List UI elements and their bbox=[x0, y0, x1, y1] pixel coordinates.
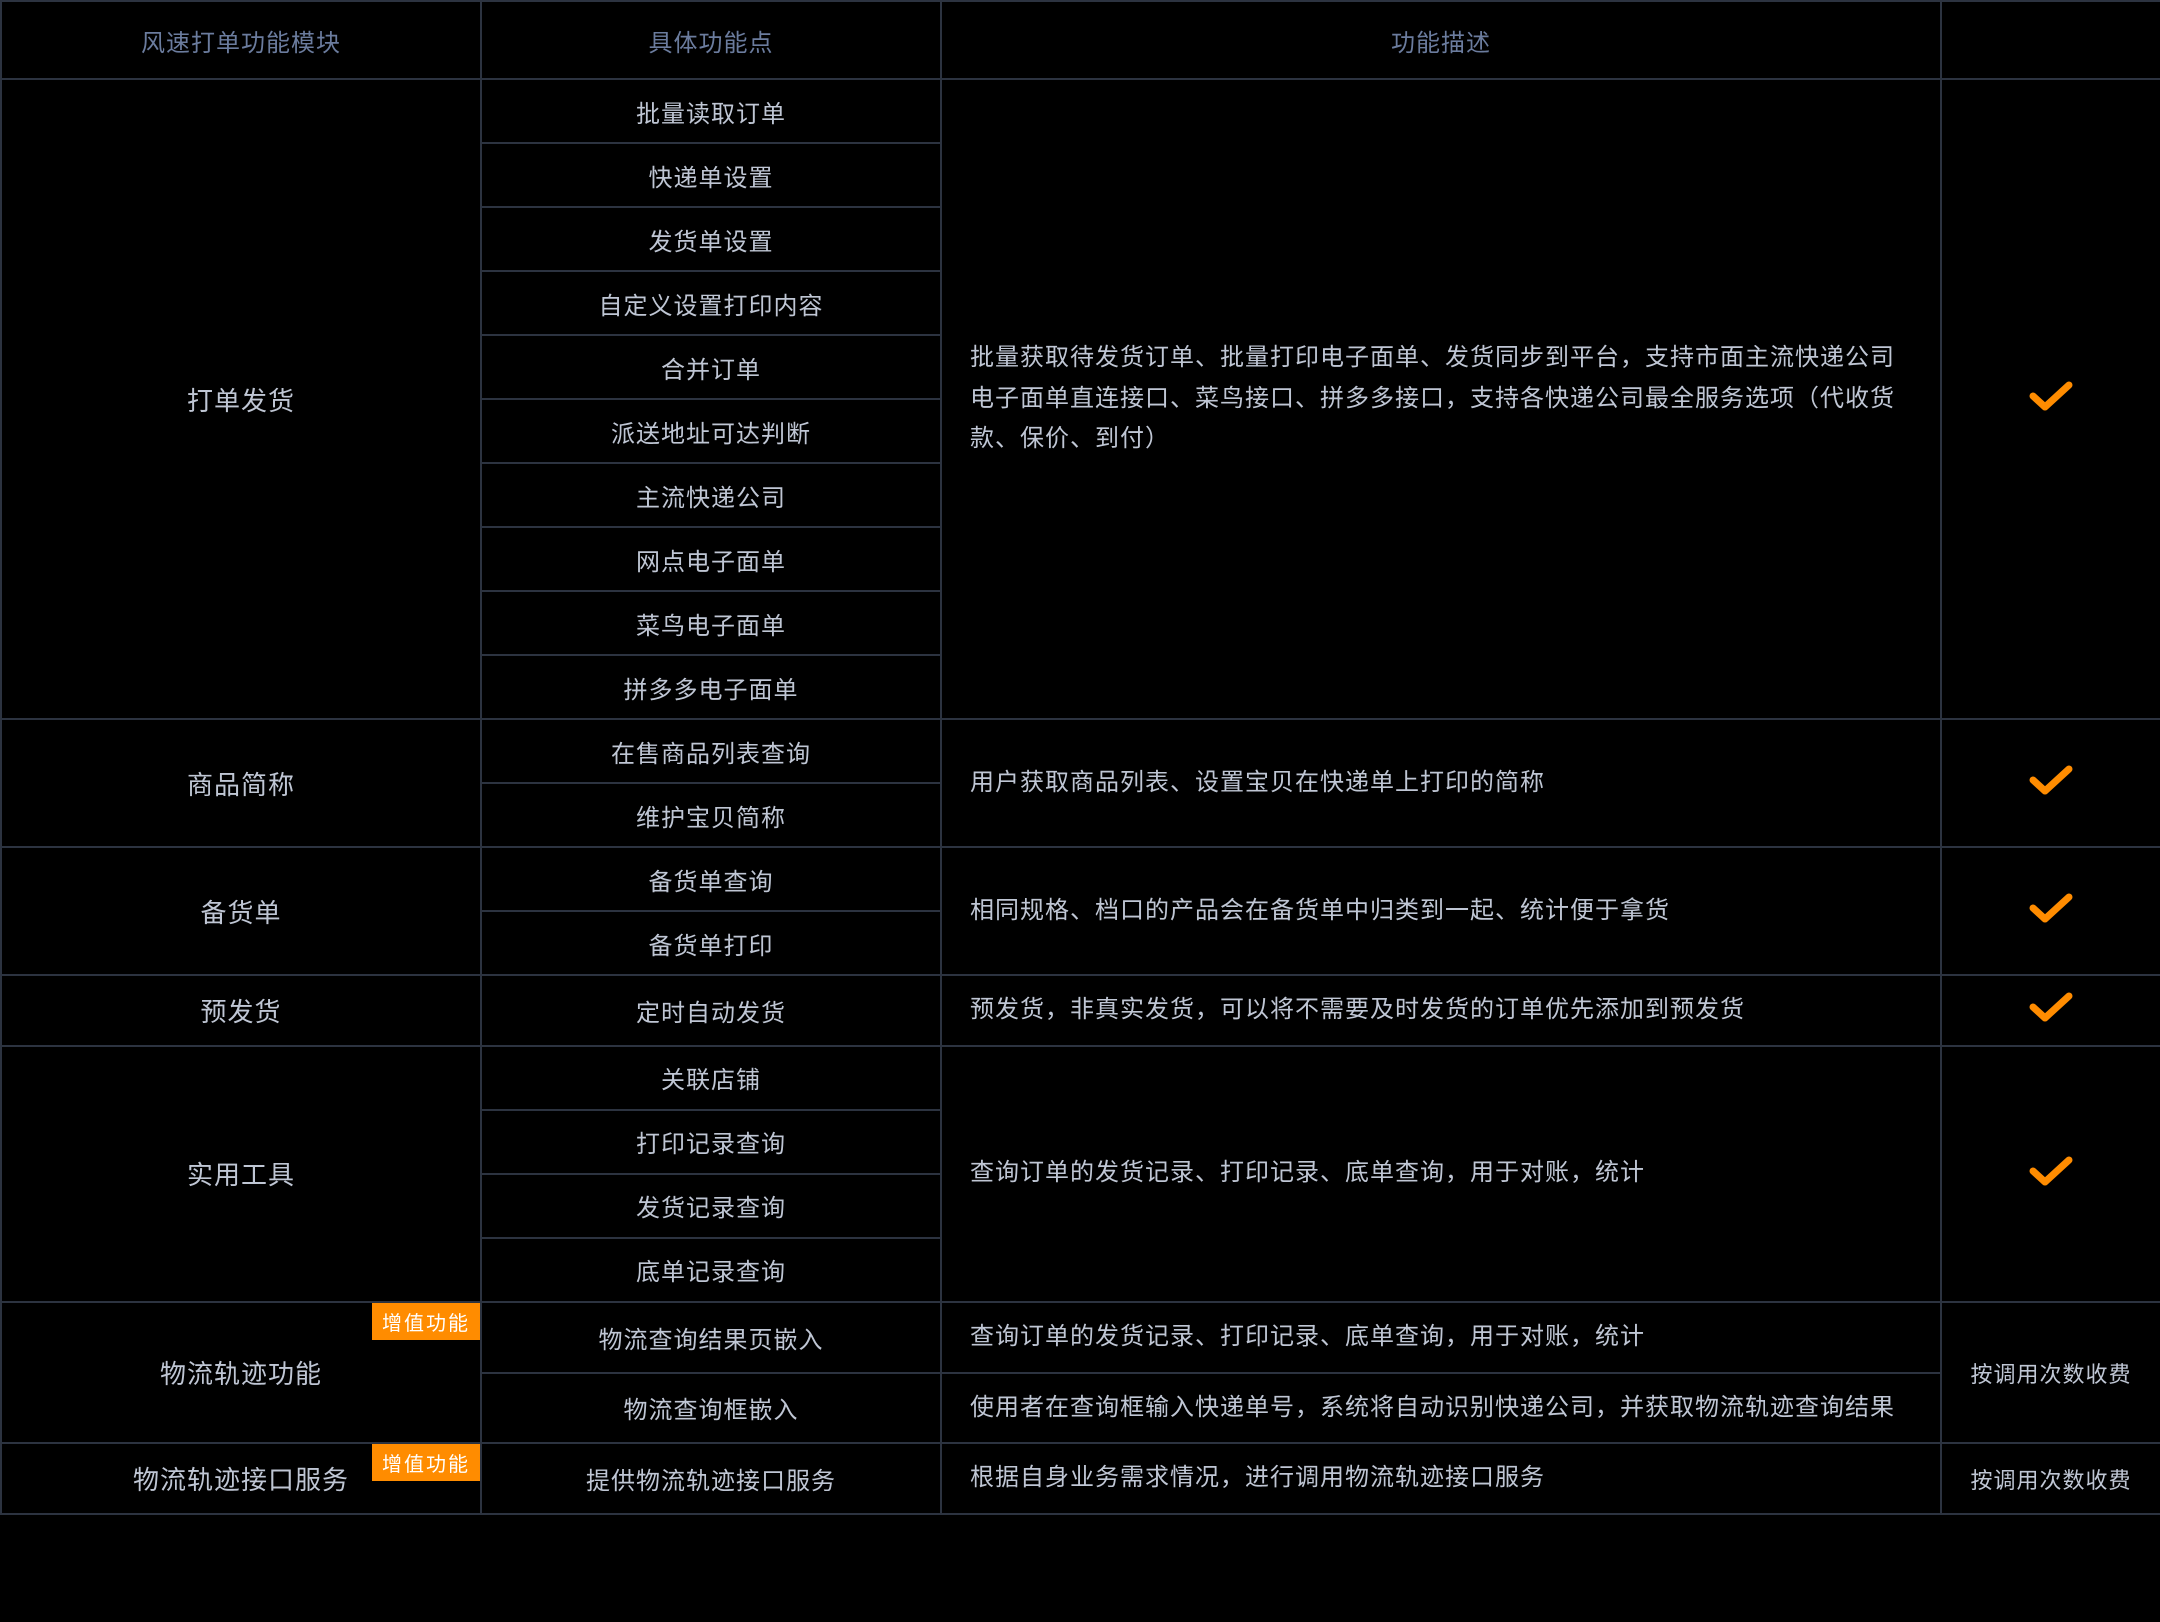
module-cell: 增值功能物流轨迹接口服务 bbox=[1, 1443, 481, 1514]
fee-text: 按调用次数收费 bbox=[1970, 1468, 2131, 1493]
module-name: 实用工具 bbox=[187, 1160, 295, 1190]
table-row: 增值功能物流轨迹接口服务提供物流轨迹接口服务根据自身业务需求情况，进行调用物流轨… bbox=[1, 1443, 2160, 1514]
description-cell: 预发货，非真实发货，可以将不需要及时发货的订单优先添加到预发货 bbox=[941, 975, 1941, 1046]
feature-cell: 合并订单 bbox=[481, 335, 941, 399]
description-cell: 批量获取待发货订单、批量打印电子面单、发货同步到平台，支持市面主流快递公司电子面… bbox=[941, 79, 1941, 719]
feature-cell: 维护宝贝简称 bbox=[481, 783, 941, 847]
value-added-badge: 增值功能 bbox=[372, 1303, 480, 1340]
module-cell: 备货单 bbox=[1, 847, 481, 975]
feature-cell: 自定义设置打印内容 bbox=[481, 271, 941, 335]
feature-cell: 备货单查询 bbox=[481, 847, 941, 911]
feature-cell: 底单记录查询 bbox=[481, 1238, 941, 1302]
module-cell: 预发货 bbox=[1, 975, 481, 1046]
check-icon bbox=[2029, 764, 2073, 796]
module-cell: 商品简称 bbox=[1, 719, 481, 847]
header-description: 功能描述 bbox=[941, 1, 1941, 79]
description-cell: 使用者在查询框输入快递单号，系统将自动识别快递公司，并获取物流轨迹查询结果 bbox=[941, 1373, 1941, 1444]
table-header: 风速打单功能模块 具体功能点 功能描述 bbox=[1, 1, 2160, 79]
module-name: 商品简称 bbox=[187, 770, 295, 800]
feature-cell: 快递单设置 bbox=[481, 143, 941, 207]
feature-cell: 定时自动发货 bbox=[481, 975, 941, 1046]
feature-cell: 主流快递公司 bbox=[481, 463, 941, 527]
value-added-badge: 增值功能 bbox=[372, 1444, 480, 1481]
header-feature: 具体功能点 bbox=[481, 1, 941, 79]
module-name: 物流轨迹功能 bbox=[160, 1359, 322, 1389]
feature-cell: 批量读取订单 bbox=[481, 79, 941, 143]
header-module: 风速打单功能模块 bbox=[1, 1, 481, 79]
feature-cell: 派送地址可达判断 bbox=[481, 399, 941, 463]
feature-cell: 提供物流轨迹接口服务 bbox=[481, 1443, 941, 1514]
feature-cell: 备货单打印 bbox=[481, 911, 941, 975]
feature-cell: 网点电子面单 bbox=[481, 527, 941, 591]
header-status bbox=[1941, 1, 2160, 79]
table-row: 增值功能物流轨迹功能物流查询结果页嵌入查询订单的发货记录、打印记录、底单查询，用… bbox=[1, 1302, 2160, 1373]
status-cell bbox=[1941, 847, 2160, 975]
status-cell bbox=[1941, 719, 2160, 847]
module-name: 备货单 bbox=[200, 898, 281, 928]
status-cell bbox=[1941, 975, 2160, 1046]
status-cell bbox=[1941, 1046, 2160, 1302]
feature-cell: 关联店铺 bbox=[481, 1046, 941, 1110]
description-cell: 根据自身业务需求情况，进行调用物流轨迹接口服务 bbox=[941, 1443, 1941, 1514]
feature-cell: 打印记录查询 bbox=[481, 1110, 941, 1174]
module-name: 物流轨迹接口服务 bbox=[133, 1465, 349, 1495]
module-cell: 打单发货 bbox=[1, 79, 481, 719]
feature-cell: 在售商品列表查询 bbox=[481, 719, 941, 783]
feature-cell: 物流查询框嵌入 bbox=[481, 1373, 941, 1444]
module-cell: 实用工具 bbox=[1, 1046, 481, 1302]
table-row: 预发货 定时自动发货预发货，非真实发货，可以将不需要及时发货的订单优先添加到预发货 bbox=[1, 975, 2160, 1046]
module-name: 预发货 bbox=[200, 997, 281, 1027]
check-icon bbox=[2029, 991, 2073, 1023]
feature-cell: 发货单设置 bbox=[481, 207, 941, 271]
check-icon bbox=[2029, 892, 2073, 924]
table-row: 商品简称在售商品列表查询用户获取商品列表、设置宝贝在快递单上打印的简称 bbox=[1, 719, 2160, 783]
check-icon bbox=[2029, 1155, 2073, 1187]
module-name: 打单发货 bbox=[187, 386, 295, 416]
description-cell: 查询订单的发货记录、打印记录、底单查询，用于对账，统计 bbox=[941, 1046, 1941, 1302]
feature-table: 风速打单功能模块 具体功能点 功能描述 打单发货 批量读取订单批量获取待发货订单、… bbox=[0, 0, 2160, 1515]
feature-cell: 物流查询结果页嵌入 bbox=[481, 1302, 941, 1373]
module-cell: 增值功能物流轨迹功能 bbox=[1, 1302, 481, 1444]
description-cell: 查询订单的发货记录、打印记录、底单查询，用于对账，统计 bbox=[941, 1302, 1941, 1373]
status-cell: 按调用次数收费 bbox=[1941, 1443, 2160, 1514]
description-cell: 相同规格、档口的产品会在备货单中归类到一起、统计便于拿货 bbox=[941, 847, 1941, 975]
feature-cell: 拼多多电子面单 bbox=[481, 655, 941, 719]
table-row: 备货单备货单查询相同规格、档口的产品会在备货单中归类到一起、统计便于拿货 bbox=[1, 847, 2160, 911]
fee-text: 按调用次数收费 bbox=[1970, 1362, 2131, 1387]
status-cell bbox=[1941, 79, 2160, 719]
table-row: 打单发货批量读取订单批量获取待发货订单、批量打印电子面单、发货同步到平台，支持市… bbox=[1, 79, 2160, 143]
table-body: 打单发货 批量读取订单批量获取待发货订单、批量打印电子面单、发货同步到平台，支持市… bbox=[1, 79, 2160, 1514]
description-cell: 用户获取商品列表、设置宝贝在快递单上打印的简称 bbox=[941, 719, 1941, 847]
feature-cell: 发货记录查询 bbox=[481, 1174, 941, 1238]
table-row: 实用工具关联店铺查询订单的发货记录、打印记录、底单查询，用于对账，统计 bbox=[1, 1046, 2160, 1110]
feature-cell: 菜鸟电子面单 bbox=[481, 591, 941, 655]
status-cell: 按调用次数收费 bbox=[1941, 1302, 2160, 1444]
check-icon bbox=[2029, 380, 2073, 412]
